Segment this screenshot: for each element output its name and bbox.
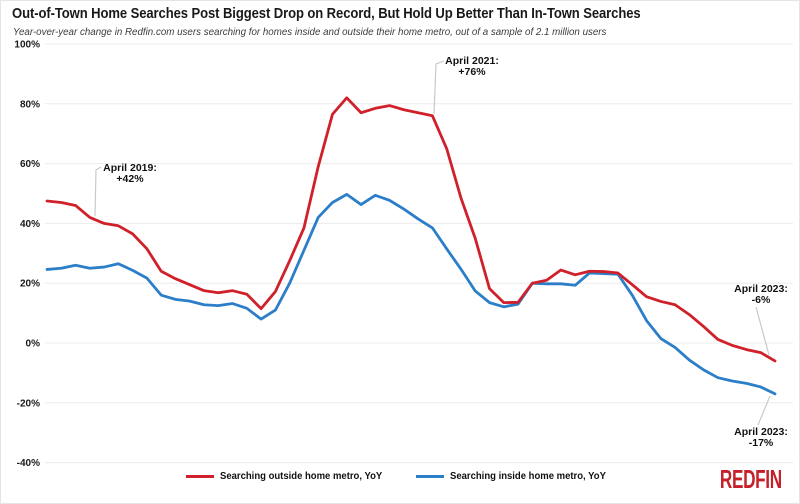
legend-label-inside: Searching inside home metro, YoY <box>449 471 606 482</box>
chart-subtitle: Year-over-year change in Redfin.com user… <box>13 26 607 38</box>
callout-value: -6% <box>751 294 771 306</box>
callout-date: April 2019: <box>103 162 157 174</box>
y-tick-60%: 60% <box>20 159 40 170</box>
leader-line-2021-04-outside <box>433 60 445 115</box>
callout-april-2021: April 2021: +76% <box>445 56 499 78</box>
y-tick-100%: 100% <box>14 40 40 51</box>
leader-line-2019-04-outside <box>94 166 102 217</box>
series-lines <box>45 96 777 396</box>
callout-value: -17% <box>748 437 774 449</box>
y-tick-20%: 20% <box>20 279 40 290</box>
y-tick--20%: -20% <box>17 398 40 409</box>
y-axis-tick-labels: 100% 80% 60% 40% 20% 0% -20% -40% <box>14 40 40 470</box>
gridlines <box>45 43 793 464</box>
leader-line-2023-04-outside <box>755 306 770 356</box>
callout-leader-lines <box>94 60 771 426</box>
legend: Searching outside home metro, YoY Search… <box>0 471 800 482</box>
y-tick--40%: -40% <box>17 458 40 469</box>
callout-value: +42% <box>116 173 144 185</box>
outside-metro-line <box>45 96 777 363</box>
redfin-logo: REDFIN <box>720 464 782 494</box>
inside-metro-line <box>45 192 777 396</box>
legend-item-inside: Searching inside home metro, YoY <box>415 471 614 482</box>
callout-april-2019: April 2019: +42% <box>103 163 157 185</box>
y-tick-0%: 0% <box>26 339 41 350</box>
outside-line-swatch <box>186 475 215 478</box>
callout-value: +76% <box>458 66 486 78</box>
y-tick-80%: 80% <box>20 99 40 110</box>
callout-april-2023-outside: April 2023: -6% <box>734 284 788 306</box>
callout-april-2023-inside: April 2023: -17% <box>734 427 788 449</box>
legend-item-outside: Searching outside home metro, YoY <box>186 471 391 482</box>
callout-date: April 2023: <box>734 283 788 295</box>
legend-label-outside: Searching outside home metro, YoY <box>220 471 383 482</box>
chart-title: Out-of-Town Home Searches Post Biggest D… <box>12 5 641 22</box>
callout-date: April 2023: <box>734 426 788 438</box>
leader-line-2023-04-inside <box>757 395 771 426</box>
inside-line-swatch <box>415 475 444 478</box>
y-tick-40%: 40% <box>20 219 40 230</box>
callout-date: April 2021: <box>445 55 499 67</box>
